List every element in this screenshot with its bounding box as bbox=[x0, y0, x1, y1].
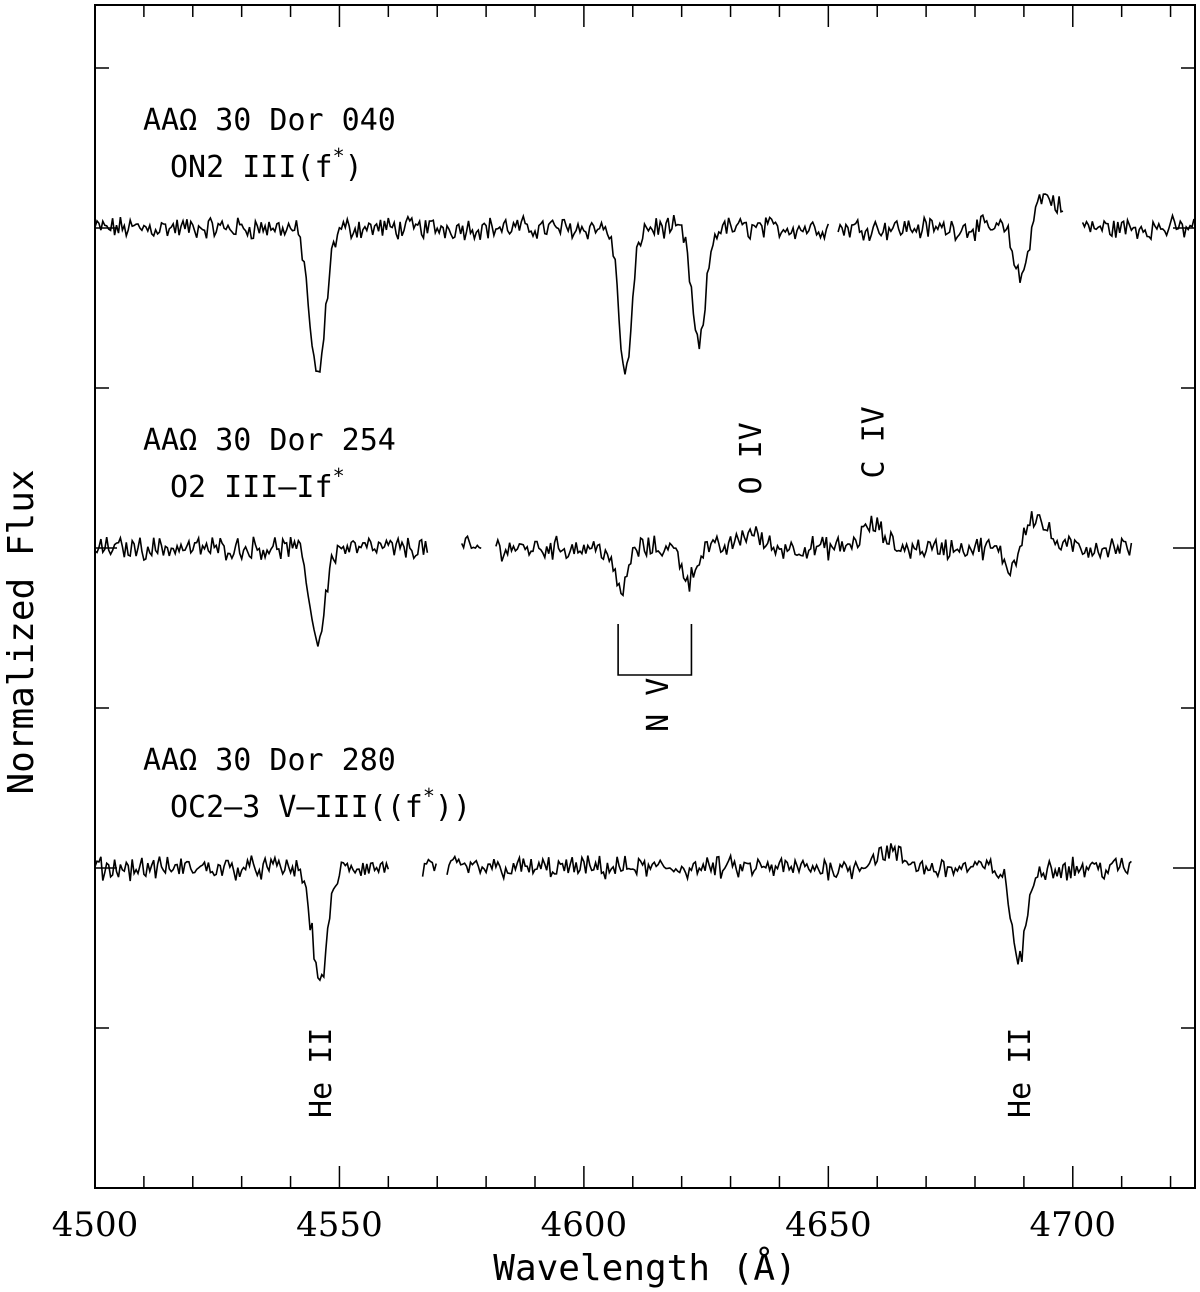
x-tick-label-4500: 4500 bbox=[52, 1205, 139, 1245]
spectrum-3-segment-2 bbox=[421, 858, 437, 877]
annotation-1: He II bbox=[304, 1028, 339, 1118]
spectrum-2: AAΩ 30 Dor 254 O2 III–If* bbox=[94, 423, 1133, 647]
spectrum-1-segment-3 bbox=[1081, 212, 1195, 242]
spectrum-3-segment-3 bbox=[446, 843, 1132, 965]
annotation-3: O IV bbox=[734, 422, 769, 494]
annotation-5: N V bbox=[641, 678, 676, 732]
plot-frame bbox=[94, 4, 1196, 1189]
spectrum-1: AAΩ 30 Dor 040 ON2 III(f*) bbox=[94, 103, 1195, 375]
spectrum-2-segment-1 bbox=[94, 535, 429, 647]
spectrum-1-segment-1 bbox=[94, 213, 830, 375]
annotation-layer: He II He II O IV C IV N V bbox=[304, 406, 1038, 1118]
spectrum-1-segment-2 bbox=[837, 193, 1064, 283]
spectra-layer: AAΩ 30 Dor 040 ON2 III(f*) AAΩ 30 Dor 254 O… bbox=[94, 103, 1195, 982]
annotation-5-bracket bbox=[617, 624, 693, 676]
y-axis-title: Normalized Flux bbox=[1, 469, 42, 794]
spectrum-3-class: OC2–3 V–III((f*)) bbox=[170, 784, 471, 825]
spectrum-2-class: O2 III–If* bbox=[170, 464, 345, 505]
spectrum-2-name: AAΩ 30 Dor 254 bbox=[143, 423, 396, 458]
spectrum-2-segment-3 bbox=[495, 511, 1133, 597]
x-tick-label-4700: 4700 bbox=[1030, 1205, 1117, 1245]
spectrum-3: AAΩ 30 Dor 280 OC2–3 V–III((f*)) bbox=[94, 743, 1132, 982]
annotation-2: He II bbox=[1003, 1028, 1038, 1118]
spectrum-3-segment-1 bbox=[94, 854, 390, 982]
ticks-layer: 4500 4550 4600 4650 4700 bbox=[52, 5, 1195, 1245]
annotation-4: C IV bbox=[856, 406, 891, 478]
x-tick-label-4550: 4550 bbox=[296, 1205, 383, 1245]
x-tick-label-4650: 4650 bbox=[785, 1205, 872, 1245]
x-tick-label-4600: 4600 bbox=[541, 1205, 628, 1245]
spectrum-3-name: AAΩ 30 Dor 280 bbox=[143, 743, 396, 778]
spectrum-1-name: AAΩ 30 Dor 040 bbox=[143, 103, 396, 138]
spectrum-2-segment-2 bbox=[460, 534, 482, 551]
spectrum-1-class: ON2 III(f*) bbox=[170, 144, 363, 185]
x-axis-title: Wavelength (Å) bbox=[493, 1246, 796, 1289]
